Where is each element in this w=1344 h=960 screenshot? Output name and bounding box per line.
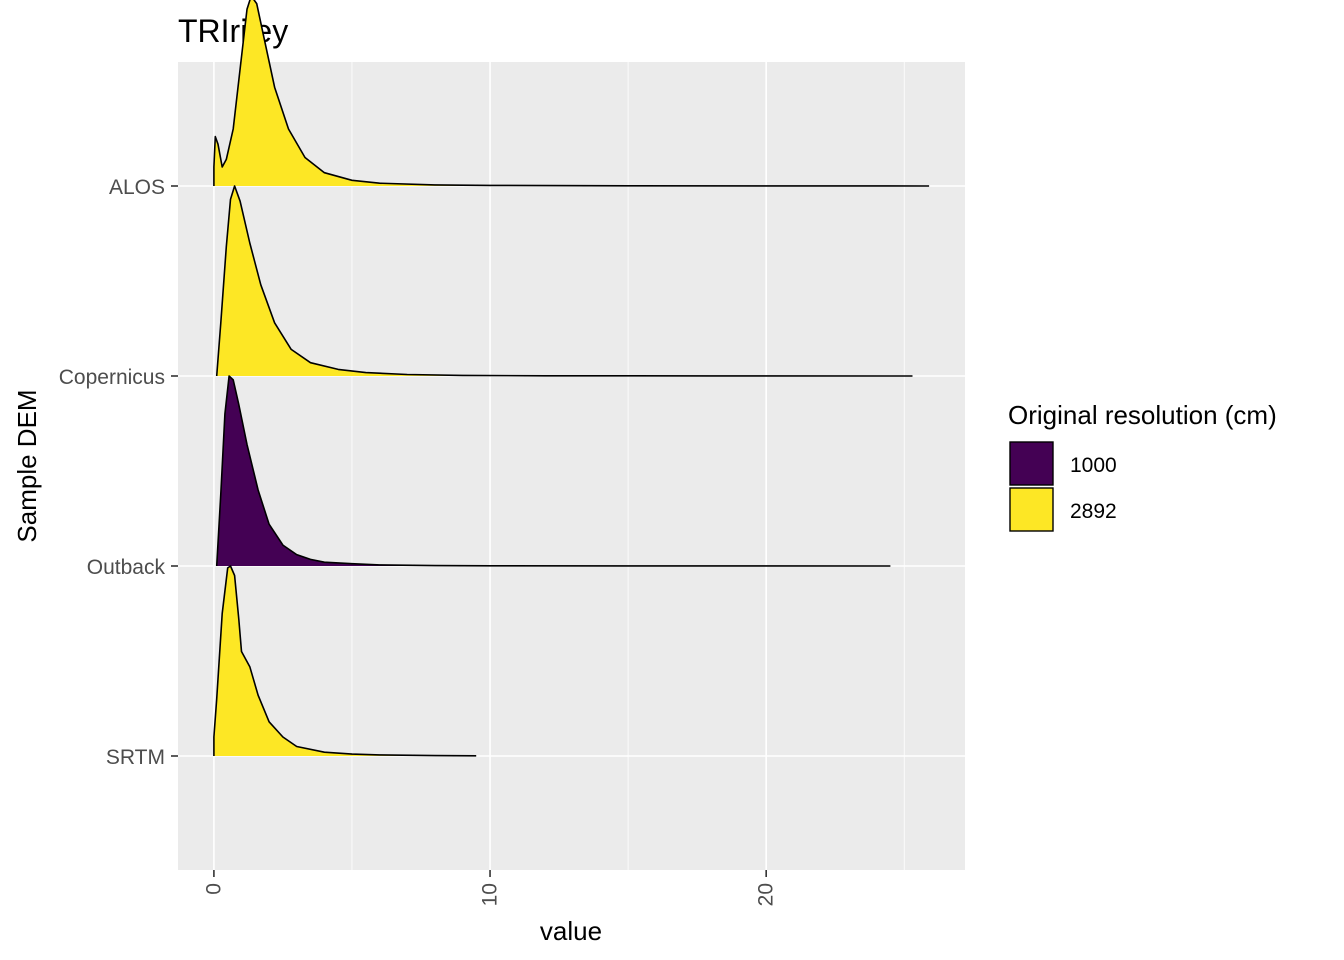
density-outline-alos	[213, 0, 930, 187]
x-tick-label: 0	[202, 883, 225, 895]
density-outline-copernicus	[215, 185, 913, 377]
density-ridges	[213, 0, 930, 757]
legend-label: 2892	[1070, 500, 1117, 523]
legend-swatch	[1009, 487, 1054, 532]
x-axis-title: value	[540, 916, 602, 946]
legend-items: 1000 2892	[1009, 441, 1117, 532]
y-tick-label: Copernicus	[59, 366, 165, 389]
y-tick-label: ALOS	[109, 176, 165, 199]
legend-label: 1000	[1070, 454, 1117, 477]
y-axis-title: Sample DEM	[12, 389, 42, 542]
chart-title: TRIriley	[178, 13, 288, 49]
y-axis: SRTM Outback Copernicus ALOS	[59, 176, 178, 769]
x-tick-label: 20	[755, 883, 778, 906]
y-tick-label: Outback	[87, 556, 166, 579]
density-ridge-copernicus	[216, 186, 913, 376]
x-tick-label: 10	[479, 883, 502, 906]
y-tick-label: SRTM	[106, 746, 165, 769]
density-outline-outback	[215, 375, 891, 567]
legend: Original resolution (cm) 1000 2892	[1008, 400, 1277, 532]
plot-panel	[178, 62, 965, 870]
legend-title: Original resolution (cm)	[1008, 400, 1277, 430]
legend-swatch	[1009, 441, 1054, 486]
density-ridge-srtm	[213, 566, 477, 756]
x-axis: 0 10 20	[202, 870, 778, 906]
density-ridge-alos	[213, 0, 930, 186]
density-ridge-outback	[216, 376, 891, 566]
density-outline-srtm	[213, 565, 477, 757]
